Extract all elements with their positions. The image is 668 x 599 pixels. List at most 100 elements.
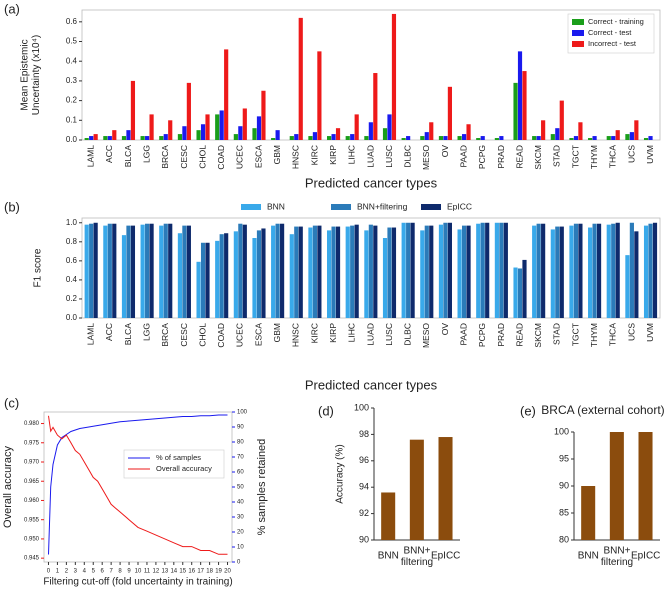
bar: [401, 138, 406, 140]
x-tick-label: 3: [74, 569, 78, 575]
bar: [625, 134, 630, 140]
y2-tick-label: 60: [237, 470, 244, 476]
bar: [182, 225, 187, 318]
bar: [615, 130, 620, 140]
bar: [625, 255, 630, 318]
bar: [513, 82, 518, 140]
x-tick-label: THYM: [589, 323, 599, 347]
legend-swatch: [421, 204, 441, 210]
bar: [177, 134, 183, 140]
bar: [536, 136, 541, 140]
x-tick-label: UVM: [645, 323, 655, 342]
x-tick-label: SKCM: [533, 145, 543, 170]
bar: [121, 136, 127, 140]
x-tick-label: GBM: [272, 323, 282, 342]
x-tick-label: MESO: [421, 145, 431, 170]
bar: [308, 227, 313, 318]
legend-label: BNN+filtering: [357, 201, 408, 211]
panel-label: (a): [4, 1, 20, 16]
y2-tick-label: 30: [237, 515, 244, 521]
bar: [494, 222, 499, 318]
x-tick-label: BLCA: [123, 145, 133, 168]
legend-swatch: [331, 204, 351, 210]
bar: [364, 136, 369, 140]
bar: [443, 136, 448, 140]
x-tick-label: 2: [65, 569, 69, 575]
legend-label: Incorrect - test: [588, 39, 637, 48]
bar: [536, 223, 541, 318]
x-tick-label: LUAD: [365, 323, 375, 346]
x-tick-label: BRCA: [160, 145, 170, 169]
bar: [559, 226, 564, 318]
bar: [461, 134, 467, 140]
bar: [252, 128, 257, 140]
x-tick-label: OV: [440, 145, 450, 158]
bar: [196, 261, 201, 318]
x-axis-label: Predicted cancer types: [305, 175, 438, 190]
bar: [634, 231, 639, 318]
bar: [517, 268, 523, 318]
bar: [503, 222, 508, 318]
bar: [335, 226, 341, 318]
bar: [308, 136, 313, 140]
bar: [200, 124, 206, 140]
y-tick-label: 90: [359, 534, 369, 544]
bar: [438, 136, 444, 140]
bar: [420, 136, 425, 140]
bar: [532, 225, 537, 318]
bar: [205, 242, 210, 318]
y-tick-label: 0.0: [66, 313, 78, 322]
bar: [256, 116, 262, 140]
bar: [215, 240, 220, 318]
bar: [438, 224, 444, 318]
x-tick-label: EpICC: [431, 551, 460, 562]
bar: [368, 224, 373, 318]
y-tick-label: 1.0: [66, 218, 78, 227]
panel-label: (e): [520, 403, 536, 418]
bar: [499, 136, 504, 140]
x-tick-label: UCS: [626, 145, 636, 163]
panel-label: (c): [4, 395, 19, 410]
bar: [289, 136, 294, 140]
bar: [532, 136, 537, 140]
x-tick-label: TGCT: [570, 145, 580, 168]
bar: [345, 136, 350, 140]
bar: [476, 138, 481, 140]
y-tick-label: 0.5: [66, 37, 78, 46]
y-axis-label: Accuracy (%): [335, 444, 346, 503]
x-tick-label: 1: [56, 569, 60, 575]
x-tick-label: PRAD: [496, 323, 506, 347]
x-tick-label: READ: [514, 323, 524, 347]
bar: [447, 222, 452, 318]
y-tick-label: 100: [354, 402, 369, 412]
bar: [429, 122, 434, 140]
x-tick-label: BNN: [378, 551, 399, 562]
x-tick-label: CESC: [179, 323, 189, 347]
bar: [140, 136, 145, 140]
bar: [592, 223, 597, 318]
y-tick-label: 0.945: [24, 556, 40, 562]
bar: [219, 234, 224, 318]
y-tick-label: 0.960: [24, 498, 40, 504]
x-tick-label: 19: [215, 569, 222, 575]
y-tick-label: 96: [359, 455, 369, 465]
bar: [480, 222, 485, 318]
x-tick-label: LAML: [86, 145, 96, 167]
x-tick-label: 15: [179, 569, 186, 575]
bar: [592, 136, 597, 140]
bar: [424, 132, 429, 140]
bar: [224, 233, 229, 318]
x-tick-label: 0: [47, 569, 51, 575]
bar: [312, 132, 318, 140]
x-tick-label: UCS: [626, 323, 636, 341]
panel-label: (b): [4, 199, 20, 214]
legend-label: Correct - test: [588, 28, 632, 37]
y-tick-label: 0.4: [66, 56, 78, 65]
bar: [149, 223, 154, 318]
bar: [555, 226, 560, 318]
bar: [634, 120, 639, 140]
bar: [331, 226, 336, 318]
bar: [121, 235, 127, 318]
bar: [103, 136, 108, 140]
x-tick-label: SKCM: [533, 323, 543, 348]
